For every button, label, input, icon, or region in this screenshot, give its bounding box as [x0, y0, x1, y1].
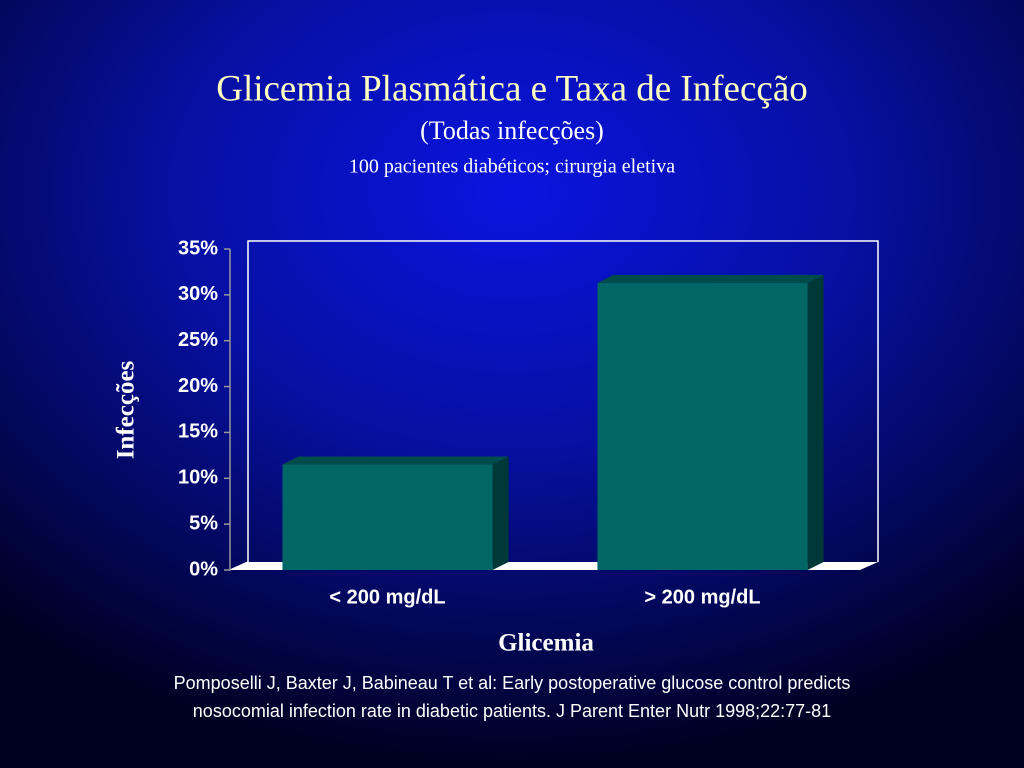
y-tick-label: 5%: [189, 512, 218, 534]
chart-title: Glicemia Plasmática e Taxa de Infecção: [216, 68, 808, 109]
bar-top: [597, 274, 824, 283]
bar: [282, 464, 493, 570]
x-tick-label: > 200 mg/dL: [644, 586, 760, 608]
y-tick-label: 10%: [178, 467, 218, 489]
bar: [597, 282, 808, 570]
y-tick-label: 20%: [178, 375, 218, 397]
x-tick-label: < 200 mg/dL: [329, 586, 445, 608]
y-tick-label: 15%: [178, 421, 218, 443]
y-tick-label: 35%: [178, 237, 218, 259]
source: nosocomial infection rate in diabetic pa…: [193, 701, 831, 721]
x-axis-label: Glicemia: [498, 630, 594, 657]
y-tick-label: 25%: [178, 329, 218, 351]
y-tick-label: 0%: [189, 558, 218, 580]
bar-side: [807, 274, 824, 570]
subtitle: (Todas infecções): [420, 116, 604, 145]
source: Pomposelli J, Baxter J, Babineau T et al…: [174, 673, 851, 693]
bar-top: [282, 456, 509, 465]
bar-side: [492, 456, 509, 570]
note: 100 pacientes diabéticos; cirurgia eleti…: [349, 156, 675, 178]
y-axis-label: Infecções: [113, 360, 140, 459]
y-tick-label: 30%: [178, 283, 218, 305]
